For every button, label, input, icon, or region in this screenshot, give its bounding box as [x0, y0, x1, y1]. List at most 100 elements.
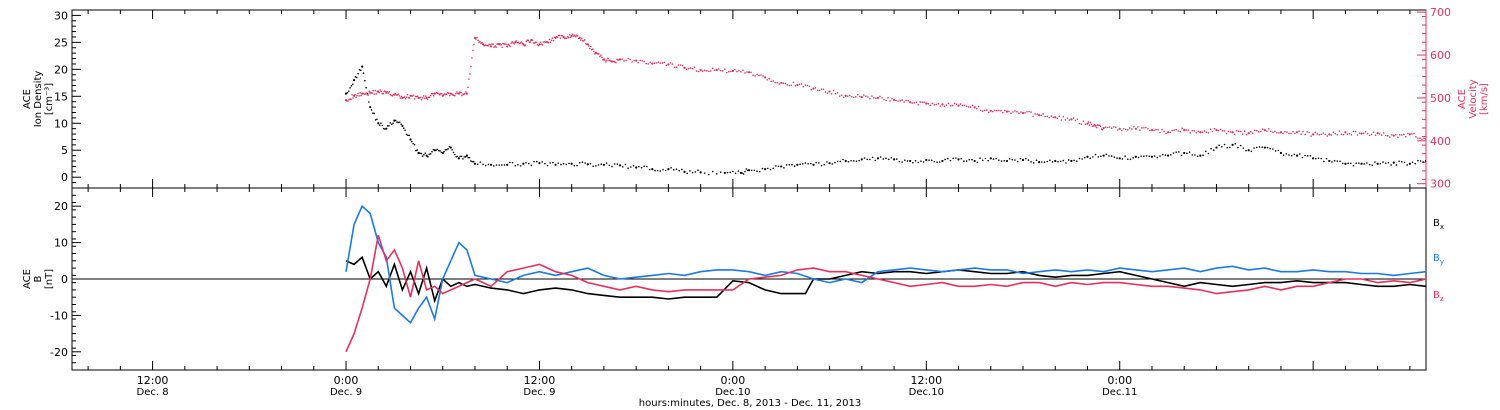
- density-point: [1304, 154, 1306, 157]
- density-point: [952, 157, 954, 160]
- density-point: [1444, 161, 1446, 163]
- velocity-point: [915, 101, 918, 104]
- density-point: [1452, 161, 1454, 163]
- density-point: [439, 150, 441, 152]
- density-point: [419, 152, 421, 155]
- velocity-point: [891, 97, 893, 100]
- density-point: [1191, 154, 1194, 156]
- density-point: [1242, 147, 1245, 149]
- velocity-point: [758, 74, 760, 77]
- density-point: [791, 163, 793, 166]
- top-right-tick-label: 700: [1430, 6, 1451, 19]
- density-point: [1255, 146, 1258, 149]
- velocity-point: [384, 90, 387, 93]
- velocity-point: [1362, 132, 1365, 135]
- density-point: [852, 160, 855, 162]
- velocity-point: [556, 36, 559, 39]
- density-point: [1339, 160, 1341, 163]
- velocity-point: [574, 35, 577, 38]
- velocity-point: [744, 72, 746, 74]
- velocity-point: [527, 39, 530, 42]
- velocity-point: [434, 92, 437, 95]
- velocity-point: [1368, 134, 1371, 137]
- velocity-point: [935, 103, 938, 106]
- x-tick-time-label: 0:00: [721, 374, 746, 387]
- velocity-point: [889, 100, 891, 102]
- velocity-point: [1092, 125, 1095, 127]
- density-point: [549, 162, 551, 164]
- velocity-point: [1179, 130, 1181, 133]
- velocity-point: [631, 61, 633, 63]
- density-point: [538, 162, 541, 165]
- density-point: [984, 157, 987, 160]
- density-point: [444, 149, 447, 151]
- velocity-point: [1288, 132, 1290, 135]
- velocity-point: [1217, 129, 1220, 132]
- density-point: [992, 158, 995, 160]
- velocity-point: [1360, 132, 1363, 135]
- density-point: [629, 166, 632, 168]
- velocity-point: [804, 84, 807, 86]
- density-point: [384, 128, 386, 130]
- density-point: [1489, 157, 1491, 159]
- velocity-point: [1002, 111, 1004, 114]
- velocity-point: [873, 96, 875, 99]
- velocity-point: [635, 59, 638, 62]
- density-point: [756, 170, 758, 172]
- density-point: [476, 163, 479, 166]
- velocity-point: [1294, 132, 1296, 135]
- bottom-left-ticks: -20 -10 0 10 20: [50, 187, 81, 371]
- velocity-point: [679, 64, 682, 66]
- density-point: [640, 166, 643, 169]
- velocity-point: [754, 75, 756, 77]
- velocity-point: [766, 79, 768, 81]
- velocity-point: [493, 46, 495, 48]
- density-point: [1108, 155, 1110, 157]
- velocity-point: [1372, 131, 1375, 134]
- velocity-point: [455, 92, 457, 95]
- velocity-point: [1227, 130, 1230, 133]
- velocity-point: [1461, 146, 1463, 148]
- velocity-point: [1302, 130, 1304, 133]
- density-point: [670, 167, 672, 169]
- velocity-point: [707, 70, 710, 73]
- velocity-point: [1340, 133, 1343, 135]
- density-point: [351, 83, 354, 86]
- velocity-point: [432, 94, 435, 97]
- velocity-point: [601, 56, 603, 58]
- velocity-point: [1149, 129, 1151, 132]
- density-point: [799, 163, 801, 166]
- velocity-point: [675, 66, 678, 69]
- density-point: [1325, 157, 1328, 160]
- velocity-point: [917, 104, 920, 106]
- velocity-point: [1290, 132, 1292, 135]
- density-point: [1414, 162, 1417, 165]
- density-point: [1374, 161, 1376, 163]
- velocity-point: [887, 97, 889, 99]
- velocity-point: [699, 68, 702, 72]
- velocity-point: [1469, 148, 1471, 150]
- velocity-point: [1484, 146, 1486, 148]
- density-point: [1030, 161, 1032, 163]
- velocity-point: [583, 39, 586, 41]
- velocity-point: [1476, 147, 1478, 149]
- density-point: [459, 155, 462, 158]
- density-point: [589, 163, 592, 165]
- density-point: [785, 164, 788, 166]
- velocity-point: [1090, 123, 1093, 126]
- density-point: [659, 170, 662, 172]
- velocity-point: [520, 41, 523, 43]
- velocity-point: [625, 59, 627, 62]
- density-point: [407, 134, 409, 137]
- density-point: [382, 127, 385, 130]
- velocity-point: [643, 60, 646, 63]
- velocity-point: [1306, 130, 1308, 133]
- density-point: [584, 162, 586, 164]
- velocity-point: [445, 93, 448, 95]
- density-point: [764, 168, 767, 171]
- density-point: [1309, 154, 1312, 157]
- velocity-point: [1356, 134, 1359, 136]
- density-point: [823, 163, 826, 166]
- velocity-point: [943, 105, 946, 108]
